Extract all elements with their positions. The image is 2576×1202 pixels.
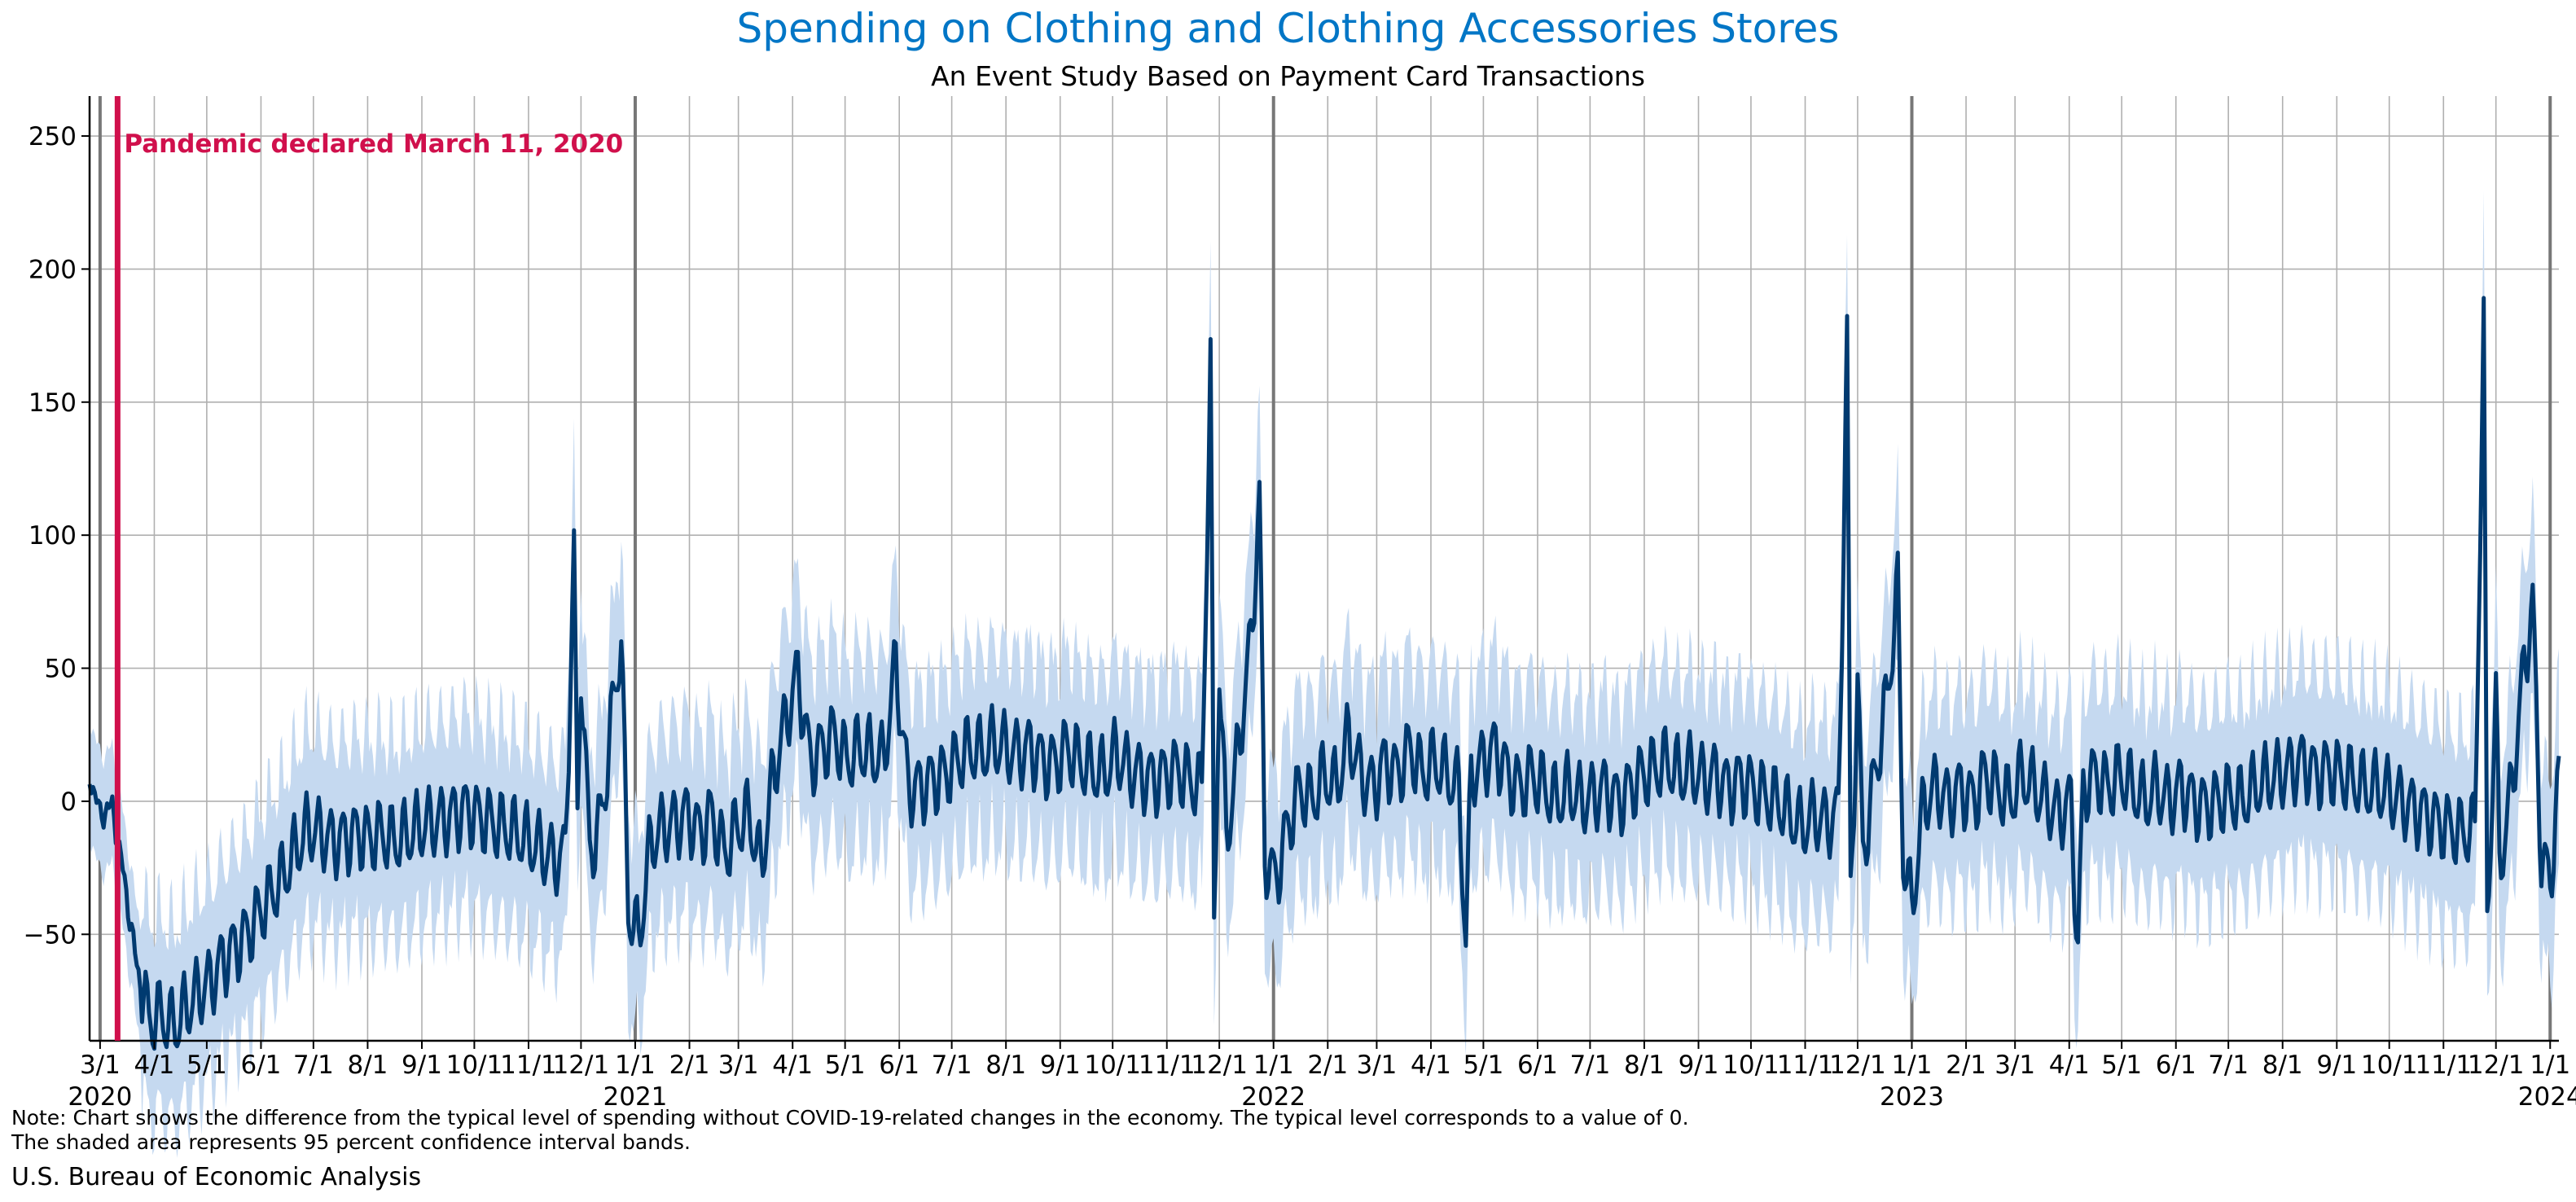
y-tick-label: −50 (24, 920, 77, 950)
x-tick-label: 5/1 (1463, 1051, 1503, 1080)
x-tick-label: 10/1 (1084, 1051, 1141, 1080)
x-tick-label: 11/1 (500, 1051, 557, 1080)
x-tick-label: 10/1 (1722, 1051, 1780, 1080)
x-tick-label: 7/1 (2208, 1051, 2249, 1080)
x-tick-label: 6/1 (240, 1051, 281, 1080)
x-tick-label: 11/1 (1777, 1051, 1834, 1080)
x-tick-label: 7/1 (932, 1051, 972, 1080)
x-tick-label: 8/1 (2262, 1051, 2303, 1080)
spending-series-line (87, 296, 2561, 1051)
x-tick-label: 12/1 (553, 1051, 610, 1080)
x-year-label: 2023 (1880, 1082, 1944, 1112)
chart-note-line-2: The shaded area represents 95 percent co… (11, 1130, 691, 1154)
x-tick-label: 6/1 (1517, 1051, 1558, 1080)
x-tick-label: 3/1 (1995, 1051, 2035, 1080)
x-tick-label: 4/1 (772, 1051, 813, 1080)
x-tick-label: 2/1 (669, 1051, 710, 1080)
x-tick-label: 7/1 (293, 1051, 334, 1080)
x-tick-label: 2/1 (1307, 1051, 1348, 1080)
x-tick-label: 12/1 (1191, 1051, 1248, 1080)
x-tick-label: 2/1 (1946, 1051, 1986, 1080)
y-tick-label: 250 (29, 122, 77, 151)
x-tick-label: 3/1 (80, 1051, 121, 1080)
x-tick-label: 6/1 (879, 1051, 919, 1080)
y-tick-label: 100 (29, 521, 77, 551)
y-tick-label: 200 (29, 255, 77, 284)
pandemic-event-label: Pandemic declared March 11, 2020 (124, 129, 623, 159)
x-tick-label: 3/1 (718, 1051, 759, 1080)
x-tick-label: 1/1 (1253, 1051, 1294, 1080)
x-tick-label: 10/1 (446, 1051, 503, 1080)
x-year-label: 2021 (603, 1082, 668, 1112)
x-year-label: 2024 (2518, 1082, 2576, 1112)
chart-note-line-1: Note: Chart shows the difference from th… (11, 1106, 1689, 1130)
source-label: U.S. Bureau of Economic Analysis (11, 1163, 422, 1191)
x-tick-label: 8/1 (985, 1051, 1026, 1080)
confidence-band (90, 191, 2559, 1158)
x-year-label: 2022 (1241, 1082, 1306, 1112)
chart-title: Spending on Clothing and Clothing Access… (736, 5, 1840, 52)
x-tick-label: 7/1 (1569, 1051, 1610, 1080)
y-tick-label: 150 (29, 388, 77, 418)
x-tick-label: 6/1 (2156, 1051, 2196, 1080)
x-tick-label: 4/1 (1411, 1051, 1451, 1080)
x-tick-label: 3/1 (1356, 1051, 1397, 1080)
x-tick-label: 4/1 (2049, 1051, 2090, 1080)
x-year-label: 2020 (68, 1082, 132, 1112)
x-tick-label: 5/1 (187, 1051, 227, 1080)
x-tick-label: 9/1 (1040, 1051, 1081, 1080)
x-tick-label: 1/1 (2530, 1051, 2570, 1080)
x-tick-label: 8/1 (347, 1051, 388, 1080)
x-tick-label: 8/1 (1624, 1051, 1665, 1080)
confidence-band-layer (90, 191, 2559, 1158)
x-tick-label: 12/1 (1829, 1051, 1886, 1080)
x-tick-label: 1/1 (615, 1051, 656, 1080)
x-tick-label: 11/1 (1139, 1051, 1196, 1080)
chart-subtitle: An Event Study Based on Payment Card Tra… (931, 60, 1645, 92)
x-tick-label: 9/1 (1679, 1051, 1719, 1080)
y-tick-label: 0 (60, 787, 77, 817)
x-tick-label: 4/1 (134, 1051, 175, 1080)
x-tick-label: 10/1 (2361, 1051, 2418, 1080)
x-tick-label: 5/1 (2101, 1051, 2142, 1080)
axis-layer (81, 96, 2559, 1049)
x-tick-label: 1/1 (1892, 1051, 1933, 1080)
series-line-layer (87, 296, 2561, 1051)
x-tick-label: 9/1 (2316, 1051, 2357, 1080)
x-tick-label: 11/1 (2415, 1051, 2472, 1080)
x-tick-label: 9/1 (402, 1051, 442, 1080)
event-layer: Pandemic declared March 11, 2020 (114, 96, 623, 1041)
x-tick-label: 5/1 (825, 1051, 866, 1080)
x-tick-label: 12/1 (2468, 1051, 2525, 1080)
y-tick-label: 50 (45, 655, 77, 684)
